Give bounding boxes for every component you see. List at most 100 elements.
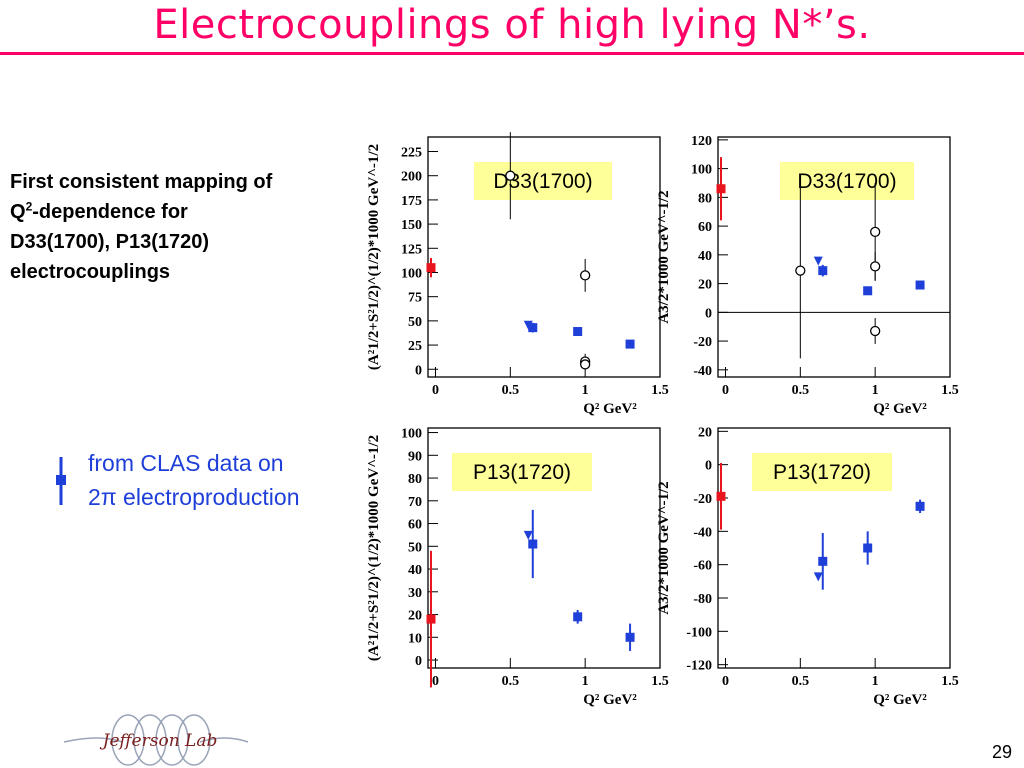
y-tick-label: 120 [691, 134, 712, 149]
chart-panel-top-right: -40 -20 0 20 40 60 80 100 120 0 0.5 1 1.5 Q² GeV² A3/2… [656, 134, 959, 417]
data-point-square [818, 266, 828, 276]
chart-panel-bottom-left: 0 10 20 30 40 50 60 70 80 90 100 0 0.5 1 1.5 Q² GeV² (A²… [366, 427, 669, 708]
chart-panel-top-left: 0 25 50 75 100 125 150 175 200 225 0 0.5 1 1.5 Q² GeV²… [366, 132, 669, 417]
y-tick-label: 125 [401, 242, 422, 257]
data-point-square [528, 539, 538, 549]
annotation-box [752, 453, 892, 491]
y-tick-label: 80 [408, 472, 422, 487]
x-axis-label: Q² GeV² [873, 692, 927, 708]
y-tick-label: 0 [705, 459, 712, 474]
x-axis-label: Q² GeV² [583, 692, 637, 708]
y-tick-label: 60 [698, 220, 712, 235]
data-point-triangle [523, 320, 533, 330]
y-tick-label: 100 [401, 427, 422, 442]
slide-title: Electrocouplings of high lying N*’s. [153, 2, 871, 48]
y-tick-label: 25 [408, 339, 422, 354]
y-tick-label: -120 [686, 659, 712, 674]
y-tick-label: -80 [693, 592, 712, 607]
y-tick-label: 40 [698, 249, 712, 264]
y-tick-label: 100 [691, 163, 712, 178]
data-point-circle [870, 261, 881, 272]
intro-q-sup: 2 [25, 199, 33, 214]
y-tick-label: -100 [686, 625, 712, 640]
y-tick-label: 100 [401, 266, 422, 281]
legend-line-1: from CLAS data on [88, 450, 284, 476]
data-point-square [863, 543, 873, 553]
title-underline [0, 52, 1024, 55]
y-tick-label: 200 [401, 170, 422, 185]
legend-line-2: 2π electroproduction [88, 484, 300, 510]
y-tick-label: 60 [408, 518, 422, 533]
y-tick-label: 50 [408, 315, 422, 330]
y-tick-label: 0 [705, 306, 712, 321]
y-tick-label: 20 [408, 609, 422, 624]
x-axis-label: Q² GeV² [583, 401, 637, 417]
data-point-circle [580, 359, 591, 370]
x-tick-label: 0.5 [502, 674, 520, 689]
y-axis-label: A3/2*1000 GeV^-1/2 [656, 190, 672, 323]
annotation-label: D33(1700) [797, 170, 896, 193]
x-tick-label: 1.5 [941, 383, 959, 398]
intro-q: Q [10, 201, 26, 223]
data-point-circle [795, 265, 806, 276]
x-tick-label: 0 [432, 674, 439, 689]
data-point-circle [580, 270, 591, 281]
y-tick-label: 50 [408, 540, 422, 555]
intro-text: First consistent mapping of Q2-dependenc… [10, 167, 355, 287]
y-tick-label: -20 [693, 492, 712, 507]
y-tick-label: 75 [408, 291, 422, 306]
data-point-square [863, 286, 873, 296]
data-point-square [716, 184, 726, 194]
data-point-square [716, 491, 726, 501]
chart-panel-bottom-right: -120 -100 -80 -60 -40 -20 0 20 0 0.5 1 1.5 Q² GeV² A3… [656, 425, 959, 708]
y-tick-label: 70 [408, 495, 422, 510]
intro-dependence: -dependence for [32, 201, 188, 223]
y-tick-label: 0 [415, 363, 422, 378]
intro-line-2: Q2-dependence for [10, 197, 355, 227]
data-point-circle [505, 170, 516, 181]
y-tick-label: -20 [693, 335, 712, 350]
x-tick-label: 0 [722, 383, 729, 398]
data-point-square [573, 327, 583, 337]
jefferson-lab-logo: Jefferson Lab [63, 714, 249, 766]
x-tick-label: 0.5 [792, 674, 810, 689]
data-point-triangle [523, 530, 533, 540]
x-tick-label: 0 [722, 674, 729, 689]
x-tick-label: 1 [872, 674, 879, 689]
page-number: 29 [991, 742, 1012, 762]
data-point-triangle [813, 256, 823, 266]
y-tick-label: 30 [408, 586, 422, 601]
y-axis-label: (A²1/2+S²1/2)^(1/2)*1000 GeV^-1/2 [366, 144, 382, 370]
intro-line-4: electrocouplings [10, 261, 171, 283]
data-point-triangle [813, 572, 823, 582]
y-axis-label: (A²1/2+S²1/2)^(1/2)*1000 GeV^-1/2 [366, 435, 382, 661]
annotation-label: P13(1720) [773, 461, 871, 484]
data-point-square [818, 556, 828, 566]
y-tick-label: 225 [401, 146, 422, 161]
y-tick-label: 175 [401, 194, 422, 209]
x-tick-label: 1 [582, 674, 589, 689]
x-tick-label: 1 [582, 383, 589, 398]
data-point-square [573, 612, 583, 622]
x-tick-label: 1.5 [941, 674, 959, 689]
logo-text: Jefferson Lab [100, 731, 218, 751]
data-point-square [915, 280, 925, 290]
x-tick-label: 0 [432, 383, 439, 398]
annotation-box [452, 453, 592, 491]
annotation-box [780, 162, 914, 200]
intro-line-1: First consistent mapping of [10, 171, 273, 193]
x-axis-label: Q² GeV² [873, 401, 927, 417]
legend-text: from CLAS data on 2π electroproduction [88, 446, 358, 514]
y-tick-label: 150 [401, 218, 422, 233]
data-point-square [426, 614, 436, 624]
data-point-square [915, 501, 925, 511]
y-tick-label: 90 [408, 449, 422, 464]
data-point-square [426, 263, 436, 273]
y-tick-label: 80 [698, 191, 712, 206]
intro-line-3: D33(1700), P13(1720) [10, 231, 210, 253]
y-tick-label: -40 [693, 364, 712, 379]
y-tick-label: -60 [693, 559, 712, 574]
y-tick-label: -40 [693, 525, 712, 540]
data-point-square [625, 339, 635, 349]
